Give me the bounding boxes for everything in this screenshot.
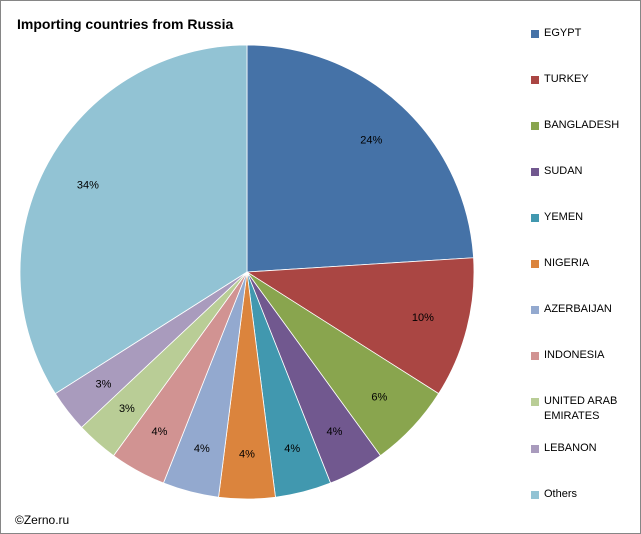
data-label-united-arab-emirates: 3% <box>119 403 135 415</box>
legend-swatch <box>531 76 539 84</box>
legend-label: EGYPT <box>544 27 582 39</box>
data-label-egypt: 24% <box>360 135 382 147</box>
legend-swatch <box>531 306 539 314</box>
legend-item-lebanon: LEBANON <box>531 441 637 456</box>
legend-label: LEBANON <box>544 442 597 454</box>
copyright-text: ©Zerno.ru <box>15 513 70 527</box>
pie-chart: 24% 10% 6% 4% 4% 4% 4% 4% 3% 3% 34% <box>19 44 475 500</box>
legend-item-yemen: YEMEN <box>531 210 637 225</box>
legend-item-sudan: SUDAN <box>531 164 637 179</box>
legend-item-turkey: TURKEY <box>531 72 637 87</box>
data-label-lebanon: 3% <box>96 378 112 390</box>
legend-label: UNITED ARAB EMIRATES <box>544 395 618 422</box>
legend-item-bangladesh: BANGLADESH <box>531 118 637 133</box>
legend-swatch <box>531 122 539 130</box>
legend-label: TURKEY <box>544 73 589 85</box>
legend-swatch <box>531 168 539 176</box>
legend-item-indonesia: INDONESIA <box>531 348 637 363</box>
data-label-indonesia: 4% <box>152 426 168 438</box>
data-label-azerbaijan: 4% <box>194 443 210 455</box>
legend-swatch <box>531 30 539 38</box>
legend-item-united-arab-emirates: UNITED ARAB EMIRATES <box>531 394 637 424</box>
data-label-yemen: 4% <box>284 443 300 455</box>
legend-label: NIGERIA <box>544 257 590 269</box>
pie-slice-egypt <box>246 44 474 273</box>
legend-label: INDONESIA <box>544 349 605 361</box>
legend-item-egypt: EGYPT <box>531 26 637 41</box>
pie-slice-turkey <box>245 257 475 395</box>
legend-item-azerbaijan: AZERBAIJAN <box>531 302 637 317</box>
legend-label: BANGLADESH <box>544 119 620 131</box>
legend-swatch <box>531 352 539 360</box>
data-label-bangladesh: 6% <box>371 391 387 403</box>
legend-swatch <box>531 445 539 453</box>
legend-label: YEMEN <box>544 211 584 223</box>
legend-swatch <box>531 398 539 406</box>
legend-swatch <box>531 491 539 499</box>
legend-label: AZERBAIJAN <box>544 303 612 315</box>
data-label-sudan: 4% <box>327 426 343 438</box>
legend-label: SUDAN <box>544 165 583 177</box>
legend-swatch <box>531 260 539 268</box>
data-label-others: 34% <box>77 180 99 192</box>
pie-slice-others <box>19 44 248 395</box>
chart-title: Importing countries from Russia <box>17 16 234 32</box>
legend-item-nigeria: NIGERIA <box>531 256 637 271</box>
legend-item-others: Others <box>531 487 637 502</box>
data-label-nigeria: 4% <box>239 449 255 461</box>
legend-label: Others <box>544 488 578 500</box>
legend-swatch <box>531 214 539 222</box>
data-label-turkey: 10% <box>412 312 434 324</box>
